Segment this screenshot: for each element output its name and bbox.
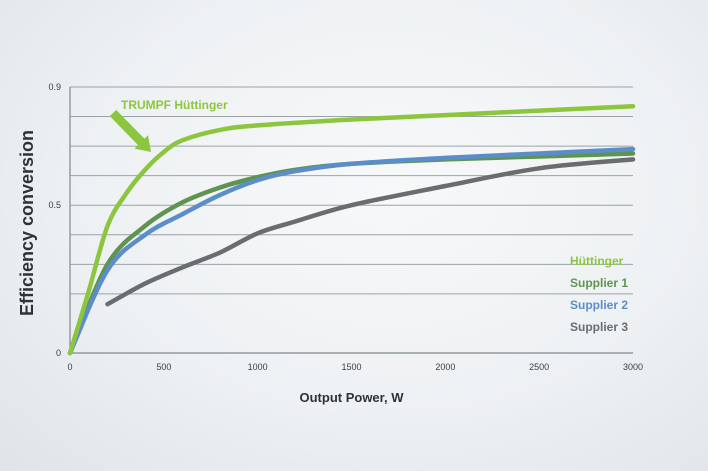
series-line-supplier-1	[67, 151, 636, 356]
x-tick-label: 2500	[529, 362, 549, 372]
x-axis-title: Output Power, W	[300, 390, 405, 405]
legend-item: Supplier 1	[570, 276, 628, 290]
series-line-supplier-2	[67, 146, 636, 356]
x-tick-label: 1500	[341, 362, 361, 372]
y-axis-title: Efficiency conversion	[17, 130, 37, 316]
x-tick-label: 500	[156, 362, 171, 372]
series-line-supplier-3	[105, 157, 636, 307]
legend-item: Supplier 2	[570, 298, 628, 312]
annotation-arrow-icon	[109, 109, 151, 152]
legend-item: Hüttinger	[570, 254, 624, 268]
legend: Hüttinger Supplier 1 Supplier 2 Supplier 3	[570, 254, 628, 334]
annotation-layer: TRUMPF Hüttinger	[109, 98, 228, 152]
series-line-h-ttinger	[67, 103, 636, 356]
legend-item: Supplier 3	[570, 320, 628, 334]
y-tick-label: 0	[56, 348, 61, 358]
x-tick-label: 0	[67, 362, 72, 372]
x-tick-label: 2000	[435, 362, 455, 372]
y-tick-label: 0.5	[48, 200, 61, 210]
y-tick-label: 0.9	[48, 82, 61, 92]
grid-layer	[70, 86, 633, 295]
axis-layer	[69, 87, 633, 354]
x-tick-label: 1000	[248, 362, 268, 372]
series-layer	[67, 103, 636, 356]
tick-layer: 0 500 1000 1500 2000 2500 3000 0 0.5 0.9	[48, 82, 643, 372]
annotation-label: TRUMPF Hüttinger	[121, 98, 228, 112]
x-tick-label: 3000	[623, 362, 643, 372]
